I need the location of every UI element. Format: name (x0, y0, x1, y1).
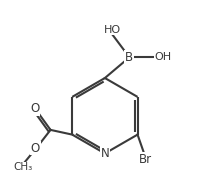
Text: Br: Br (139, 153, 152, 166)
Text: N: N (101, 147, 109, 160)
Text: O: O (30, 102, 40, 115)
Text: B: B (125, 51, 133, 64)
Text: HO: HO (104, 25, 121, 35)
Text: OH: OH (155, 52, 172, 62)
Text: O: O (31, 142, 40, 155)
Text: CH₃: CH₃ (14, 162, 33, 172)
